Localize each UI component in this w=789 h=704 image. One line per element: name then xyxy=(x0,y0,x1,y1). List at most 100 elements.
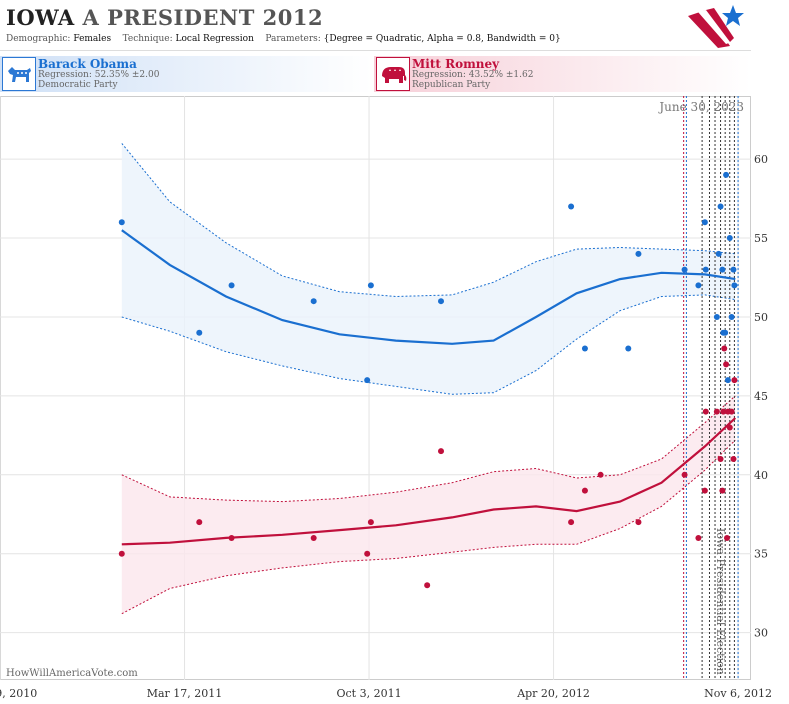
poll-point xyxy=(701,487,708,494)
poll-point xyxy=(701,219,708,226)
poll-point xyxy=(717,203,724,210)
x-tick-label: Apr 20, 2012 xyxy=(516,687,590,700)
y-axis: 30 35 40 45 50 55 60 xyxy=(754,153,768,640)
x-tick-label: Aug 29, 2010 xyxy=(0,687,37,700)
poll-point xyxy=(726,424,733,431)
confidence-band xyxy=(121,143,736,395)
poll-point xyxy=(719,266,726,273)
site-logo-icon xyxy=(688,5,744,48)
poll-point xyxy=(695,534,702,541)
poll-point xyxy=(728,313,735,320)
plot-area xyxy=(0,96,751,680)
poll-point xyxy=(310,298,317,305)
trend-line xyxy=(121,229,736,345)
credit: HowWillAmericaVote.com xyxy=(6,668,138,679)
poll-point xyxy=(367,519,374,526)
demographic-label: Demographic: xyxy=(6,34,71,44)
y-tick-label: 55 xyxy=(754,232,768,245)
poll-point xyxy=(568,519,575,526)
poll-point xyxy=(723,361,730,368)
poll-point xyxy=(581,345,588,352)
event-label: Iowa Presidential Election xyxy=(714,528,727,675)
poll-point xyxy=(597,471,604,478)
poll-point xyxy=(728,408,735,415)
trend-line xyxy=(121,417,737,546)
poll-point xyxy=(367,282,374,289)
elephant-icon xyxy=(376,57,410,91)
title-race: A PRESIDENT 2012 xyxy=(82,5,324,30)
poll-point xyxy=(713,408,720,415)
y-tick-label: 40 xyxy=(754,469,768,482)
poll-point xyxy=(438,298,445,305)
trend-lines xyxy=(121,229,737,546)
poll-point xyxy=(681,471,688,478)
poll-point xyxy=(196,519,203,526)
y-tick-label: 60 xyxy=(754,153,768,166)
x-tick-label: Mar 17, 2011 xyxy=(147,687,223,700)
technique-label: Technique: xyxy=(122,34,173,44)
donkey-icon xyxy=(2,57,36,91)
poll-point xyxy=(731,377,738,384)
band-upper-line xyxy=(121,395,736,503)
x-axis: Aug 29, 2010 Mar 17, 2011 Oct 3, 2011 Apr 2… xyxy=(0,687,772,700)
date-label: June 30, 2023 xyxy=(657,100,744,114)
page-title: IOWA A PRESIDENT 2012 xyxy=(6,5,323,30)
poll-point xyxy=(364,550,371,557)
y-tick-label: 45 xyxy=(754,390,768,403)
band-lower-line xyxy=(121,439,736,615)
band-upper-line xyxy=(121,143,736,298)
candidate-rep: Mitt Romney Regression: 43.52% ±1.62 Rep… xyxy=(374,56,751,92)
candidate-dem: Barack Obama Regression: 52.35% ±2.00 De… xyxy=(0,56,372,92)
parameters-value: {Degree = Quadratic, Alpha = 0.8, Bandwi… xyxy=(323,34,561,44)
poll-point xyxy=(713,313,720,320)
poll-point xyxy=(118,550,125,557)
poll-point xyxy=(625,345,632,352)
poll-point xyxy=(310,534,317,541)
rep-regression: Regression: 43.52% ±1.62 xyxy=(412,70,534,80)
poll-point xyxy=(719,487,726,494)
poll-point xyxy=(730,456,737,463)
poll-point xyxy=(635,250,642,257)
regression-chart: 30 35 40 45 50 55 60 Aug 29, 2010 Mar 17, 2011 O… xyxy=(0,96,772,700)
poll-point xyxy=(717,456,724,463)
poll-point xyxy=(228,534,235,541)
poll-point xyxy=(723,171,730,178)
poll-point xyxy=(364,377,371,384)
poll-point xyxy=(702,408,709,415)
poll-point xyxy=(721,345,728,352)
event-lines xyxy=(683,96,739,680)
poll-point xyxy=(424,582,431,589)
poll-point xyxy=(228,282,235,289)
poll-point xyxy=(724,534,731,541)
poll-point xyxy=(681,266,688,273)
poll-point xyxy=(724,377,731,384)
poll-point xyxy=(722,329,729,336)
y-tick-label: 35 xyxy=(754,548,768,561)
poll-point xyxy=(730,266,737,273)
technique-value: Local Regression xyxy=(175,34,254,44)
poll-point xyxy=(715,250,722,257)
poll-point xyxy=(635,519,642,526)
dem-regression: Regression: 52.35% ±2.00 xyxy=(38,70,160,80)
confidence-band xyxy=(121,395,736,614)
demographic-value: Females xyxy=(73,34,112,44)
poll-point xyxy=(438,448,445,455)
confidence-bands xyxy=(121,143,736,615)
poll-point xyxy=(118,219,125,226)
poll-point xyxy=(720,408,727,415)
poll-point xyxy=(196,329,203,336)
poll-point xyxy=(702,266,709,273)
poll-point xyxy=(726,235,733,242)
chart-parameters: Demographic: Females Technique: Local Re… xyxy=(6,34,561,44)
dem-party: Democratic Party xyxy=(38,80,118,90)
rep-candidate-name: Mitt Romney xyxy=(412,57,500,71)
poll-points xyxy=(118,171,738,589)
title-state: IOWA xyxy=(6,5,75,30)
y-tick-label: 30 xyxy=(754,627,768,640)
rep-party: Republican Party xyxy=(412,80,491,90)
chart-header: IOWA A PRESIDENT 2012 Demographic: Femal… xyxy=(0,0,751,51)
band-lower-line xyxy=(121,294,736,395)
poll-point xyxy=(581,487,588,494)
x-tick-label: Nov 6, 2012 xyxy=(704,687,772,700)
parameters-label: Parameters: xyxy=(265,34,321,44)
